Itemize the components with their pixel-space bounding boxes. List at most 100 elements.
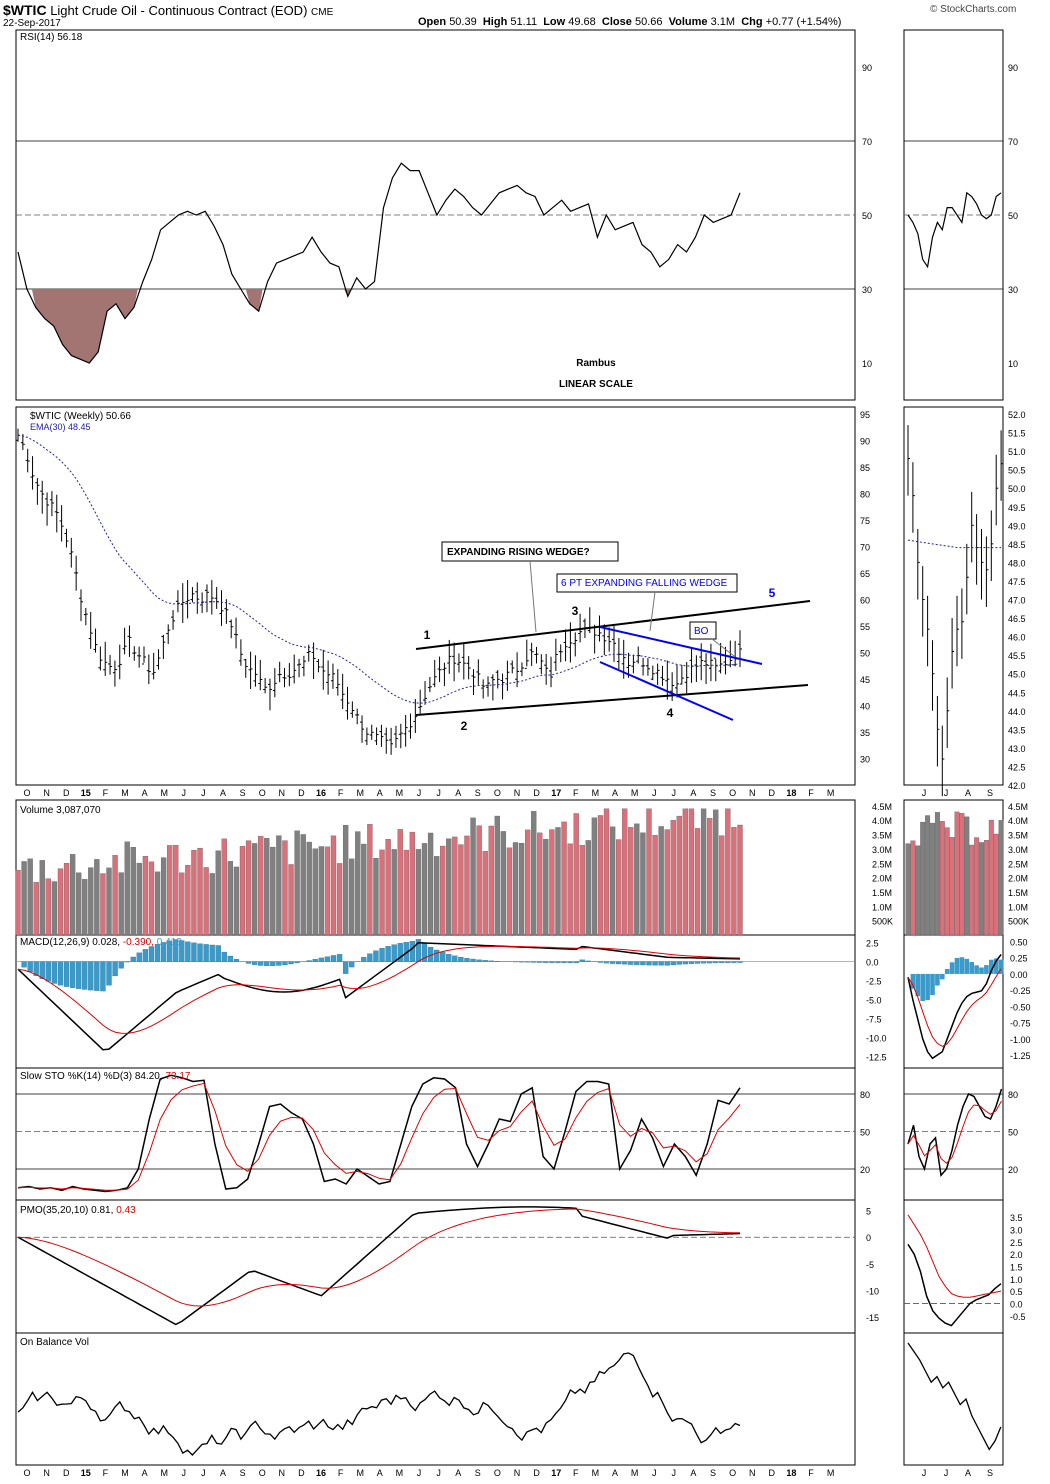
price-inset-tick: 42.5 [1008,762,1026,772]
falling-wedge-pointer [649,591,656,632]
volume-bar [276,835,282,936]
falling-wedge-box [556,573,738,593]
macd-inset-hist-bar [964,958,970,974]
macd-hist-bar [318,957,325,962]
pmo-tick: 0 [866,1233,871,1243]
x-tick-label: M [160,788,168,798]
macd-hist-bar [725,961,731,963]
x-tick-label: S [240,1468,246,1478]
x-tick-label: A [455,788,461,798]
volume-bar [500,831,507,936]
macd-inset-tick: 0.25 [1010,954,1028,964]
x-tick-label: D [533,788,540,798]
close-value: 50.66 [634,16,663,28]
volume-tick: 3.0M [872,845,892,855]
x-tick-label: S [240,788,246,798]
volume-inset-bar [905,843,911,936]
volume-tick: 4.0M [872,816,892,826]
macd-hist-bar [731,961,737,963]
macd-hist-bar [682,961,689,965]
macd-hist-bar [488,960,494,962]
price-inset-tick: 51.0 [1008,447,1026,457]
macd-hist-bar [634,961,640,965]
ohlc-readout: Open 50.39 High 51.11 Low 49.68 Close 50… [418,16,841,28]
macd-hist-bar [294,961,300,964]
x-tick-label: 15 [81,788,91,798]
sto-inset-tick: 80 [1008,1090,1018,1100]
macd-hist-bar [652,961,658,966]
x-tick-label: D [769,788,776,798]
volume-inset-bar [920,821,926,936]
x-tick-label: 16 [316,788,326,798]
volume-bar [288,864,294,936]
volume-bar [264,838,270,936]
inset-x-tick-label: J [944,1468,949,1478]
sto-tick: 80 [860,1090,870,1100]
volume-bar [664,829,670,936]
macd-hist-bar [585,960,591,962]
pmo-signal-line [17,1208,741,1307]
volume-bar [719,835,725,936]
x-tick-label: M [631,788,639,798]
macd-inset-hist-bar [915,973,921,997]
macd-hist-bar [561,961,567,963]
obv-inset-line [907,1342,1002,1451]
volume-inset-bar [964,816,970,936]
macd-inset-hist-bar [989,959,994,974]
macd-hist-bar [209,944,215,962]
macd-inset-hist-bar [984,965,989,974]
macd-hist-bar [670,961,676,966]
macd-hist-bar [63,961,70,987]
x-tick-label: N [279,788,286,798]
rising-wedge-upper-line [415,600,811,650]
volume-bar [628,827,634,936]
price-inset-tick: 43.5 [1008,725,1026,735]
price-tick: 75 [860,516,870,526]
macd-hist-bar [694,961,701,964]
price-inset-tick: 51.5 [1008,429,1026,439]
x-tick-label: O [494,1468,501,1478]
credit: © StockCharts.com [930,4,1017,15]
pmo-inset-tick: 1.5 [1010,1263,1023,1273]
price-inset-tick: 42.0 [1008,781,1026,791]
price-title: $WTIC (Weekly) 50.66 [30,411,131,422]
macd-hist-bar [203,944,209,962]
volume-bar [561,821,567,936]
macd-hist-bar [707,961,713,964]
macd-hist-bar [367,953,373,962]
x-tick-label: N [43,788,50,798]
volume-bar [603,808,610,936]
x-tick-label: M [396,788,404,798]
macd-hist-bar [45,961,51,982]
price-tick: 80 [860,490,870,500]
price-tick: 65 [860,569,870,579]
volume-bar [342,824,349,936]
macd-hist-bar [312,959,318,962]
x-tick-label: A [142,1468,148,1478]
panel-frame-pmo [15,1199,856,1334]
macd-hist-bar [676,961,682,965]
volume-bar [82,879,88,936]
macd-hist-bar [567,961,573,963]
x-tick-label: D [769,1468,776,1478]
macd-hist-bar [336,954,343,962]
macd-inset-tick: 0.50 [1010,937,1028,947]
x-tick-label: J [652,788,657,798]
macd-hist-bar [646,961,652,966]
volume-inset-tick: 1.5M [1008,888,1028,898]
volume-bar [294,830,300,936]
x-tick-label: A [690,1468,696,1478]
volume-bar [421,843,428,936]
inset-frame-price [903,406,1004,786]
volume-tick: 1.5M [872,888,892,898]
macd-hist-bar [282,961,288,965]
x-tick-label: A [377,788,383,798]
volume-bar [270,846,276,936]
macd-hist-bar [579,959,585,962]
rsi-inset-tick: 10 [1008,359,1018,369]
macd-hist-bar [385,946,391,962]
sto-inset-tick: 20 [1008,1165,1018,1175]
x-tick-label: F [808,788,814,798]
volume-bar [142,856,149,936]
macd-hist-bar [409,941,416,962]
